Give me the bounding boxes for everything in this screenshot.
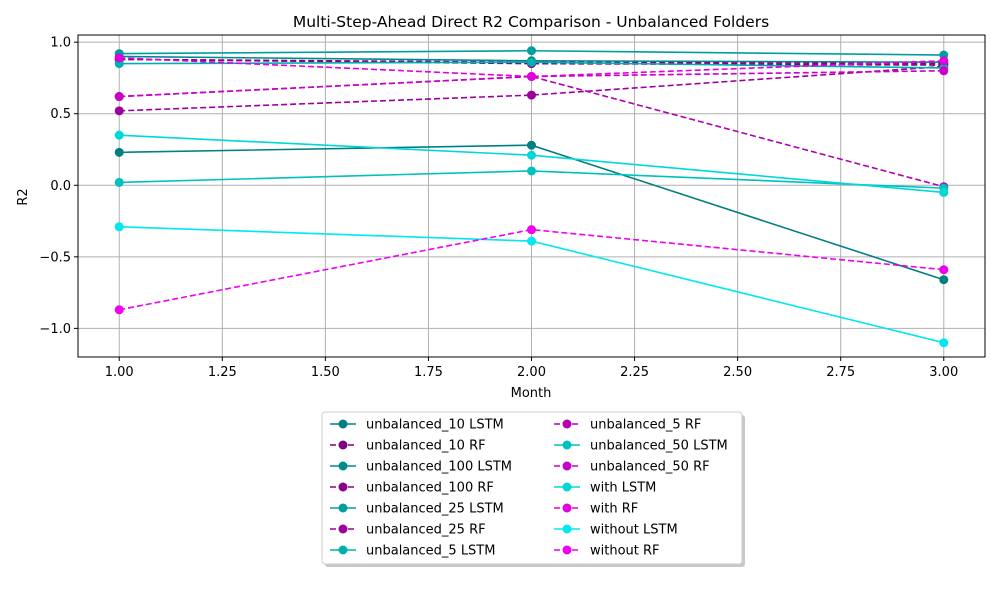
y-tick-label: −0.5 [39,250,71,265]
legend-entry: unbalanced_10 LSTM [330,418,504,433]
data-point [114,177,124,187]
legend-label: unbalanced_25 RF [366,523,486,538]
data-point [527,46,536,56]
legend: unbalanced_10 LSTM unbalanced_10 RF unbala… [321,411,745,567]
x-tick-label: 2.50 [723,365,752,380]
legend-label: with LSTM [590,481,656,496]
data-point [527,90,536,100]
legend-entry: without RF [554,544,660,559]
series-line [119,57,944,78]
data-point [939,275,949,285]
legend-swatch-marker [338,545,348,555]
legend-entry: with LSTM [554,481,656,496]
legend-entry: unbalanced_5 RF [554,418,701,433]
data-point [114,92,124,102]
x-tick-label: 2.25 [620,365,649,380]
x-tick-label: 3.00 [929,365,958,380]
legend-label: without RF [590,544,660,559]
legend-label: unbalanced_10 LSTM [366,418,504,433]
y-tick-label: 0.5 [50,107,71,122]
data-point [114,147,124,157]
legend-label: with RF [590,502,638,517]
data-point [114,222,124,232]
chart-title: Multi-Step-Ahead Direct R2 Comparison - … [293,13,769,31]
data-point [114,130,124,140]
legend-swatch-marker [562,545,572,555]
data-point [114,53,124,63]
data-point [527,140,536,150]
legend-label: unbalanced_25 LSTM [366,502,504,517]
y-tick-label: 1.0 [50,36,71,51]
legend-entry: without LSTM [554,523,678,538]
legend-label: unbalanced_50 LSTM [590,439,728,454]
legend-entry: unbalanced_10 RF [330,439,486,454]
x-axis-label: Month [511,386,552,401]
legend-swatch-marker [338,482,348,492]
grid [78,35,985,357]
series-8 [114,166,949,193]
legend-swatch-marker [562,461,572,471]
legend-entry: unbalanced_100 RF [330,481,494,496]
data-point [527,225,536,235]
legend-swatch-marker [338,461,348,471]
legend-label: without LSTM [590,523,678,538]
series-10 [114,130,949,197]
legend-swatch-marker [562,524,572,534]
series-0 [114,140,949,285]
x-tick-label: 1.50 [311,365,340,380]
legend-swatch-marker [562,419,572,429]
series-13 [114,225,949,315]
legend-swatch-marker [338,419,348,429]
legend-swatch-marker [338,440,348,450]
legend-label: unbalanced_5 LSTM [366,544,495,559]
legend-entry: with RF [554,502,638,517]
data-point [939,187,949,197]
legend-swatch-marker [562,440,572,450]
legend-swatch-marker [338,524,348,534]
x-tick-label: 1.75 [414,365,443,380]
legend-label: unbalanced_5 RF [590,418,701,433]
data-point [527,72,536,82]
series-11 [114,53,949,82]
legend-entry: unbalanced_5 LSTM [330,544,495,559]
series-line [119,69,944,98]
legend-entry: unbalanced_50 LSTM [554,439,728,454]
series-line [119,58,944,65]
data-point [527,166,536,176]
y-tick-label: 0.0 [50,179,71,194]
legend-label: unbalanced_50 RF [590,460,710,475]
y-tick-label: −1.0 [39,322,71,337]
legend-entry: unbalanced_100 LSTM [330,460,512,475]
x-tick-label: 1.25 [208,365,237,380]
legend-swatch-marker [338,503,348,513]
x-tick-label: 2.75 [826,365,855,380]
data-point [939,265,949,275]
legend-entry: unbalanced_50 RF [554,460,710,475]
axis-ticks: 1.00 1.25 1.50 1.75 2.00 2.25 2.50 2.75 3.00 −1.0… [39,36,958,380]
data-point [939,338,949,348]
data-point [114,106,124,116]
data-point [114,305,124,315]
data-point [939,66,949,76]
y-axis-label: R2 [16,188,31,205]
data-point [527,236,536,246]
legend-entry: unbalanced_25 LSTM [330,502,504,517]
legend-label: unbalanced_100 RF [366,481,494,496]
legend-entry: unbalanced_25 RF [330,523,486,538]
legend-label: unbalanced_10 RF [366,439,486,454]
series-line [119,65,944,112]
series-layer [114,46,949,348]
legend-swatch-marker [562,482,572,492]
series-12 [114,222,949,348]
x-tick-label: 2.00 [517,365,546,380]
legend-swatch-marker [562,503,572,513]
data-point [527,150,536,160]
legend-box [321,411,743,565]
legend-label: unbalanced_100 LSTM [366,460,512,475]
x-tick-label: 1.00 [105,365,134,380]
data-point [939,56,949,66]
data-point [527,57,536,67]
